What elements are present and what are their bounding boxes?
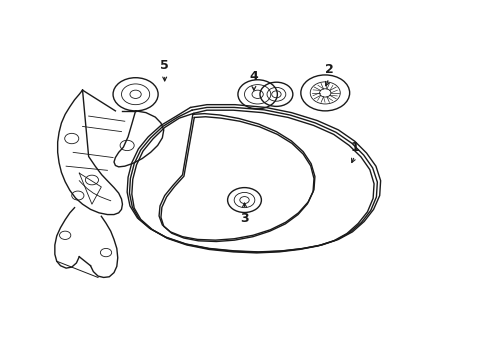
Text: 3: 3: [240, 212, 248, 225]
Text: 5: 5: [160, 59, 169, 72]
Text: 2: 2: [324, 63, 333, 76]
Text: 4: 4: [249, 70, 258, 83]
Text: 1: 1: [350, 141, 359, 154]
